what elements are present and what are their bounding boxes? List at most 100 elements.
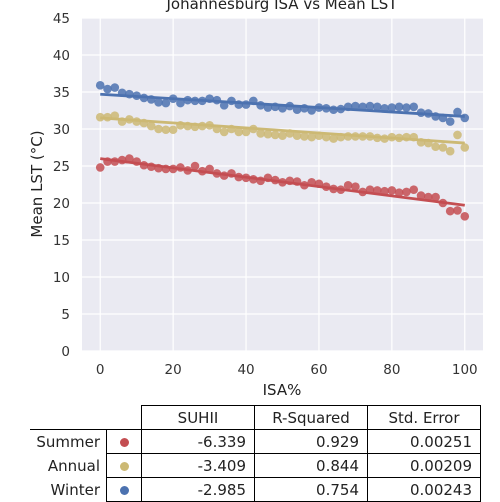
grid-lines <box>82 17 483 352</box>
summer-point <box>380 186 389 196</box>
winter-point <box>241 100 251 109</box>
summer-point <box>387 186 397 195</box>
summer-point <box>438 198 448 208</box>
statistics-table: SUHII R-Squared Std. Error Summer -6.339… <box>30 405 481 502</box>
winter-point <box>416 108 426 118</box>
winter-point <box>387 103 397 112</box>
summer-point <box>190 161 200 171</box>
x-axis-label: ISA% <box>263 381 302 399</box>
winter-point <box>176 98 185 108</box>
winter-point <box>365 101 375 111</box>
summer-point <box>285 176 295 186</box>
summer-point <box>176 163 185 172</box>
std-error-value: 0.00251 <box>367 429 481 454</box>
x-tick-label: 20 <box>165 362 182 378</box>
y-tick-label: 30 <box>53 122 70 138</box>
summer-point <box>453 206 462 215</box>
summer-point <box>198 166 207 176</box>
winter-point <box>139 93 149 103</box>
winter-point <box>190 96 200 106</box>
annual-point <box>168 125 178 135</box>
summer-point <box>358 187 368 197</box>
y-tick-label: 15 <box>53 233 70 249</box>
x-tick-label: 100 <box>452 362 478 378</box>
annual-point <box>365 132 375 141</box>
winter-point <box>424 109 433 118</box>
y-tick-label: 0 <box>61 344 70 360</box>
annual-point <box>278 131 287 140</box>
r-squared-value: 0.844 <box>254 453 368 478</box>
winter-point <box>445 117 455 126</box>
annual-point <box>445 146 455 156</box>
winter-point <box>307 106 316 115</box>
summer-point <box>336 185 346 194</box>
summer-point <box>372 186 382 195</box>
annual-point <box>460 143 470 152</box>
y-tick-label: 45 <box>53 11 70 27</box>
annual-point <box>212 124 222 134</box>
summer-point <box>314 179 324 189</box>
column-header-r-squared: R-Squared <box>254 405 368 430</box>
annual-point <box>351 132 360 141</box>
summer-point <box>103 157 112 166</box>
y-axis-label: Mean LST (°C) <box>28 130 46 237</box>
y-tick-label: 40 <box>53 48 70 64</box>
summer-point <box>329 184 338 194</box>
annual-point <box>358 132 368 141</box>
summer-point <box>110 157 120 166</box>
table-row: Winter -2.985 0.754 0.00243 <box>30 477 481 502</box>
x-tick-label: 80 <box>383 362 400 378</box>
std-error-value: 0.00209 <box>367 453 481 478</box>
annual-point <box>285 129 295 138</box>
summer-point <box>241 173 251 183</box>
annual-marker-icon <box>119 461 129 471</box>
annual-point <box>263 129 273 139</box>
winter-point <box>358 102 368 112</box>
summer-point <box>409 185 419 194</box>
winter-point <box>161 98 171 108</box>
winter-point <box>154 98 163 107</box>
annual-point <box>394 133 404 143</box>
annual-point <box>343 132 353 141</box>
x-tick-label: 60 <box>310 362 327 378</box>
summer-point <box>256 176 265 186</box>
summer-point <box>424 192 433 202</box>
annual-point <box>234 127 244 137</box>
annual-point <box>139 118 149 128</box>
x-tick-label: 40 <box>237 362 254 378</box>
annual-point <box>409 132 419 142</box>
tick-labels: 0 20 40 60 80 100 0 5 10 15 20 25 30 35 40 45 <box>53 11 478 378</box>
annual-point <box>161 125 171 135</box>
annual-point <box>103 112 112 122</box>
winter-marker-icon <box>119 485 129 495</box>
suhii-value: -2.985 <box>141 477 255 502</box>
winter-point <box>212 95 222 105</box>
summer-point <box>212 169 222 178</box>
annual-point <box>249 124 258 134</box>
annual-point <box>227 124 236 134</box>
annual-point <box>198 121 207 131</box>
winter-point <box>263 103 273 112</box>
winter-point <box>278 103 287 113</box>
summer-point <box>146 162 156 172</box>
summer-point <box>394 188 404 197</box>
summer-point <box>263 173 273 183</box>
suhii-value: -3.409 <box>141 453 255 478</box>
winter-point <box>402 103 411 112</box>
y-tick-label: 25 <box>53 159 70 175</box>
annual-point <box>110 111 120 120</box>
annual-point <box>205 121 214 130</box>
y-tick-label: 10 <box>53 270 70 286</box>
winter-point <box>394 102 404 112</box>
annual-point <box>438 143 448 152</box>
annual-point <box>183 121 193 131</box>
summer-point <box>445 206 455 216</box>
y-tick-label: 5 <box>61 307 70 323</box>
winter-point <box>249 96 258 106</box>
summer-point <box>292 177 302 186</box>
winter-point <box>146 95 156 104</box>
summer-point <box>300 180 309 190</box>
winter-point <box>205 94 214 103</box>
winter-point <box>351 101 360 111</box>
